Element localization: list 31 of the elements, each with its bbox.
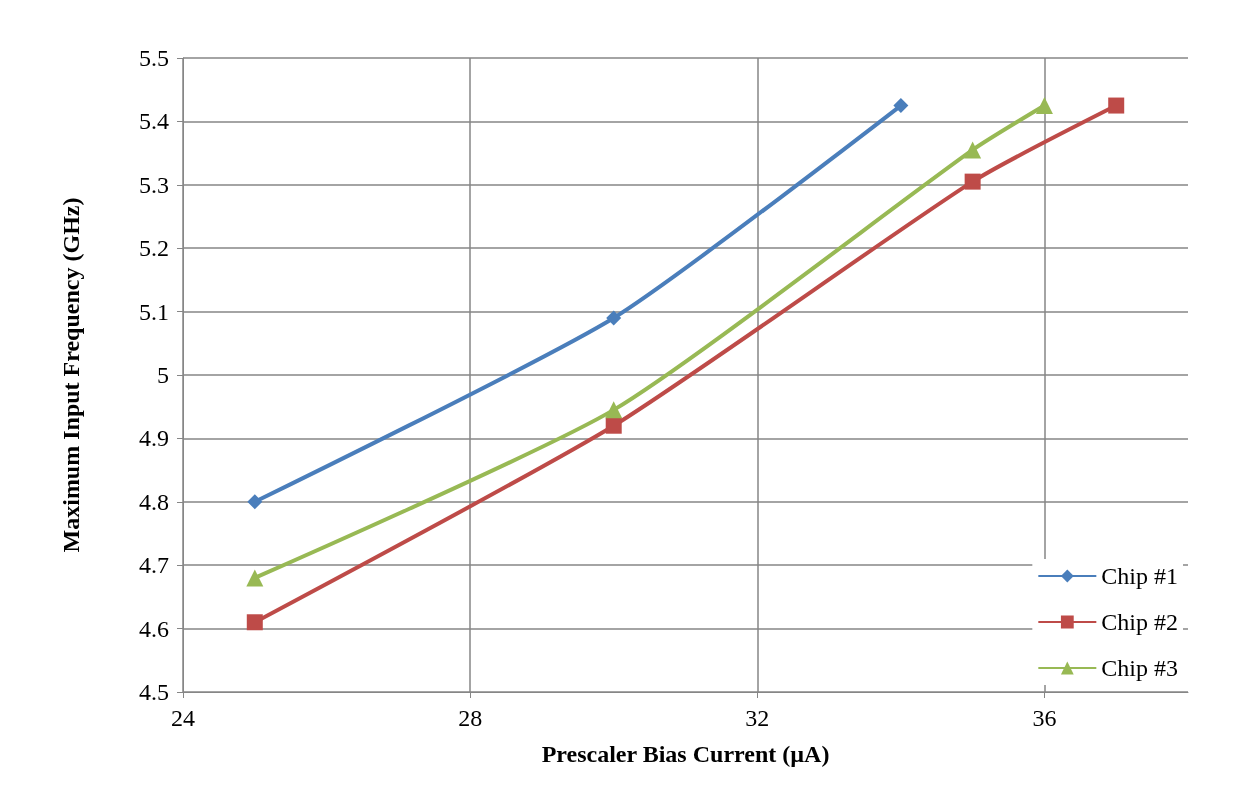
y-tick-label: 4.6 (139, 615, 169, 642)
point (606, 310, 622, 326)
point (1108, 97, 1125, 114)
x-tick-label: 24 (171, 705, 195, 731)
y-tick-label: 5.2 (139, 235, 169, 262)
legend-label: Chip #3 (1101, 655, 1179, 681)
y-axis-title: Maximum Input Frequency (GHz) (58, 197, 84, 553)
y-tick-label: 4.7 (139, 552, 169, 579)
y-tick-label: 5.5 (139, 45, 169, 71)
y-tick-label: 5.3 (139, 171, 169, 198)
y-tick-label: 5.4 (139, 108, 169, 135)
point (605, 417, 622, 434)
point (893, 98, 909, 114)
point (964, 173, 981, 190)
legend-label: Chip #2 (1101, 609, 1179, 635)
x-tick-label: 32 (745, 705, 770, 731)
point (1035, 97, 1053, 115)
y-tick-label: 5 (157, 362, 169, 388)
legend-label: Chip #1 (1101, 563, 1179, 589)
x-tick-label: 28 (458, 705, 483, 731)
y-tick-label: 4.5 (139, 679, 169, 705)
point (605, 401, 623, 419)
x-tick-label: 36 (1032, 705, 1057, 731)
point (246, 569, 264, 587)
y-tick-label: 5.1 (139, 298, 169, 325)
y-tick-label: 4.8 (139, 488, 169, 515)
point (246, 614, 263, 631)
x-axis-title: Prescaler Bias Current (µA) (541, 741, 830, 767)
y-tick-label: 4.9 (139, 425, 169, 452)
point (964, 141, 982, 159)
point (247, 494, 263, 510)
